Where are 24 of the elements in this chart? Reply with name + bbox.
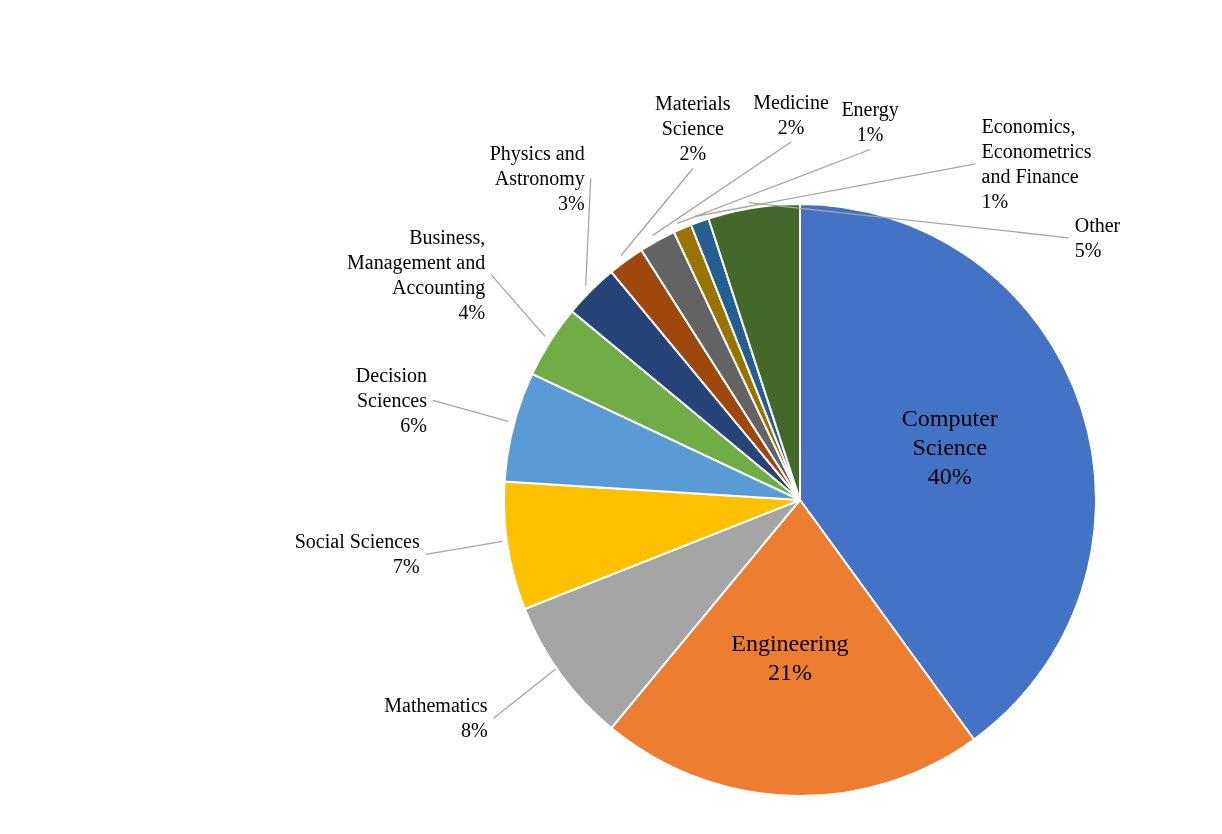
data-label: 3% <box>558 191 585 214</box>
slice-label: Other <box>1074 213 1121 236</box>
data-label: 21% <box>767 659 812 686</box>
data-label: 40% <box>927 462 972 489</box>
slice-label: Materials Science <box>655 92 731 140</box>
data-label: 6% <box>400 413 427 436</box>
data-label: 7% <box>393 555 420 578</box>
data-label: 8% <box>460 719 488 742</box>
slice-label: Mathematics <box>384 694 488 717</box>
slice-label: Physics and Astronomy <box>489 141 585 190</box>
data-label: 4% <box>458 300 486 323</box>
data-label: 2% <box>679 142 707 165</box>
data-label: 1% <box>981 189 1009 212</box>
data-label: 2% <box>777 115 805 138</box>
slice-label: Energy <box>841 98 899 122</box>
slice-label: Engineering <box>731 630 849 657</box>
data-label: 5% <box>1074 238 1102 261</box>
slice-label: Social Sciences <box>294 530 420 553</box>
slice-label: Computer Science <box>901 404 998 460</box>
data-label: 1% <box>856 123 884 146</box>
slice-label: Business, Management and Accounting <box>346 225 486 299</box>
slice-label: Economics, Econometrics and Finance <box>981 114 1092 187</box>
slice-label: Decision Sciences <box>355 363 428 411</box>
slice-label: Medicine <box>753 90 829 113</box>
